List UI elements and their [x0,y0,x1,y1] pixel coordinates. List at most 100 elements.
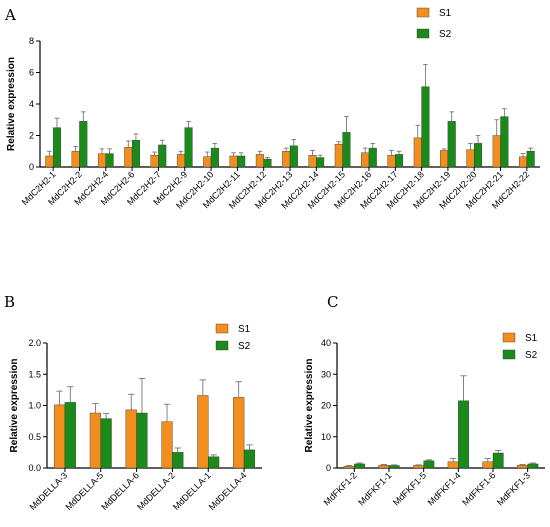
panel-letter-a: A [4,6,16,24]
legend-label-s1: S1 [238,324,251,335]
bar-s1 [229,155,238,168]
bar-s1 [343,465,355,469]
bar-s2 [243,449,256,469]
panel-letter-c: C [327,293,338,311]
y-axis-label: Relative expression [304,359,315,453]
bar-s1 [447,461,459,469]
bar-s1 [519,156,528,168]
legend-label-s1: S1 [525,333,538,344]
bar-s1 [413,137,422,168]
bar-s1 [176,154,185,168]
legend-swatch-s2 [416,28,430,39]
bar-s1 [492,135,501,168]
x-tick-label: MdDELLA-4 [207,470,249,512]
y-axis-label: Relative expression [6,57,17,151]
bar-s2 [395,154,404,168]
bar-s2 [368,147,377,168]
bar-s2 [100,418,112,469]
y-tick-label: 1.0 [28,401,41,411]
bar-s2 [458,400,469,469]
bar-s2 [64,402,76,469]
x-tick-label: MdFKF1-4 [426,470,463,507]
legend-swatch-s2 [502,349,516,360]
y-axis-label: Relative expression [9,359,20,453]
y-tick-label: 20 [321,401,331,411]
bar-s2 [131,140,140,168]
bar-s2 [172,452,184,469]
bar-s1 [150,154,159,168]
bar-s2 [500,116,509,168]
y-tick-label: 0.0 [28,463,41,473]
bar-s1 [203,156,212,168]
bar-s1 [255,154,264,168]
bar-s1 [161,421,173,469]
y-tick-label: 40 [321,338,331,348]
bar-s2 [342,132,351,168]
panel-letter-b: B [4,293,15,311]
bar-s1 [124,147,133,168]
bar-s1 [378,464,390,469]
y-tick-label: 2.0 [28,338,41,348]
legend-label-s1: S1 [439,8,452,19]
bar-s2 [526,151,535,168]
x-tick-label: MdFKF1-2 [322,470,359,507]
legend-label-s2: S2 [439,29,452,40]
bar-s1 [466,149,475,168]
chart-panel-b: 0.0 0.5 1.0 1.5 2.0 Relative expression MdDELL… [9,323,262,512]
bar-s1 [308,154,317,168]
bar-s2 [105,153,114,168]
bar-s1 [97,153,106,168]
bar-s1 [334,143,343,168]
bar-s2 [52,127,61,168]
bar-s2 [136,412,148,469]
bar-s2 [316,157,325,168]
bar-s2 [158,144,167,168]
bar-s1 [53,404,66,469]
bar-s2 [527,463,539,469]
bar-s2 [208,456,220,469]
legend-swatch-s1 [215,323,229,334]
legend-label-s2: S2 [238,341,251,352]
bar-s2 [263,158,272,168]
legend-swatch-s1 [502,332,516,343]
x-tick-label: MdFKF1-6 [460,470,497,507]
y-tick-label: 4 [29,99,34,109]
x-tick-label: MdFKF1-5 [391,470,428,507]
y-tick-label: 8 [29,36,34,46]
bar-s1 [282,151,291,168]
bar-s2 [447,121,456,168]
bar-s2 [388,465,400,469]
bar-s1 [233,397,245,469]
y-tick-label: 10 [321,432,331,442]
bar-s2 [210,147,219,168]
bar-s1 [71,151,80,168]
bar-s2 [237,155,246,168]
bar-s1 [125,409,137,469]
bar-s2 [79,121,88,168]
bar-s2 [421,86,430,168]
bar-s1 [387,154,396,168]
bar-s1 [517,464,528,469]
x-tick-label: MdFKF1-1 [356,470,393,507]
y-tick-label: 0.5 [28,432,41,442]
legend-swatch-s2 [215,340,229,351]
y-tick-label: 30 [321,369,331,379]
bar-s1 [413,465,424,469]
bar-s2 [474,143,483,168]
y-tick-label: 6 [29,68,34,78]
bar-s2 [354,463,365,469]
bar-s2 [423,460,435,469]
legend-swatch-s1 [416,7,430,18]
bar-s2 [289,145,298,168]
legend-label-s2: S2 [525,350,538,361]
bar-s1 [482,461,494,469]
bar-s1 [45,155,54,168]
bar-s2 [492,452,504,469]
y-tick-label: 1.5 [28,369,41,379]
bar-s1 [197,395,209,469]
bar-s2 [184,127,193,168]
bar-s1 [89,412,101,469]
